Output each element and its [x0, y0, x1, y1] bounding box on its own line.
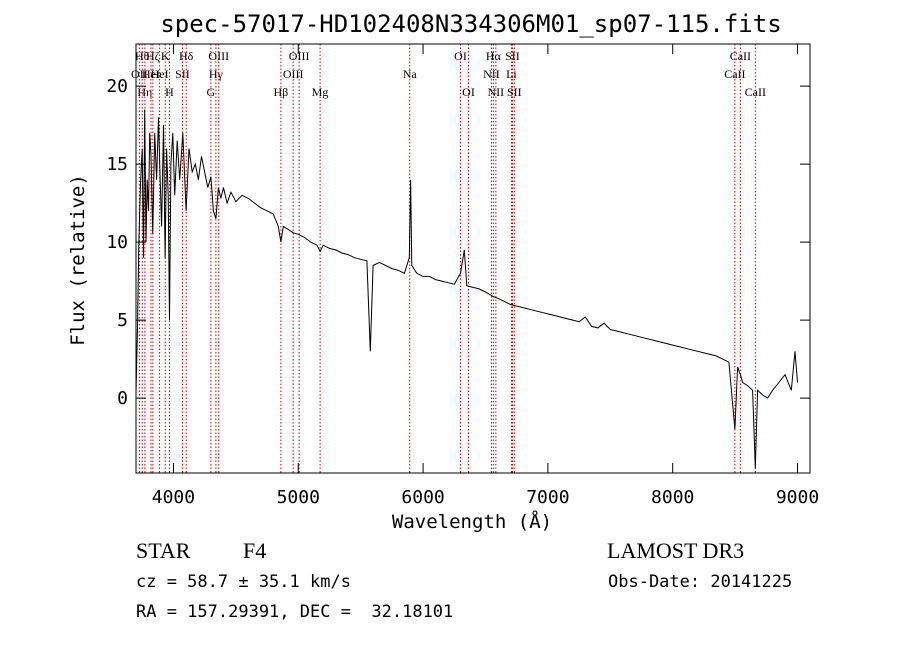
observation-date: Obs-Date: 20141225 [608, 572, 793, 592]
line-marker-label: OIII [289, 49, 310, 63]
line-marker-label: OI [462, 85, 475, 99]
plot-frame [135, 43, 811, 474]
x-tick-label: 8000 [651, 487, 694, 508]
y-tick-label: 15 [106, 154, 128, 175]
line-marker-label: G [207, 85, 216, 99]
y-tick-label: 0 [117, 388, 128, 409]
line-marker-label: SII [175, 67, 190, 81]
line-marker-label: HeI [142, 67, 160, 81]
x-tick-label: 7000 [526, 487, 569, 508]
line-marker-label: SII [507, 85, 522, 99]
line-marker-label: Hδ [179, 49, 194, 63]
line-marker-label: Hγ [209, 67, 224, 81]
line-marker-label: Li [506, 67, 517, 81]
line-marker-label: CaII [745, 85, 766, 99]
x-tick-label: 6000 [401, 487, 444, 508]
line-marker-label: CaII [724, 67, 745, 81]
line-marker-label: OII [131, 67, 148, 81]
y-tick-label: 10 [106, 232, 128, 253]
x-tick-label: 9000 [776, 487, 819, 508]
y-tick-label: 5 [117, 310, 128, 331]
line-marker-label: SII [505, 49, 520, 63]
line-marker-label: Hη [137, 85, 152, 99]
y-tick-label: 20 [106, 76, 128, 97]
line-marker-label: H [165, 85, 174, 99]
redshift-velocity: cz = 58.7 ± 35.1 km/s [136, 572, 351, 592]
line-markers: OIIHθHηHeIHζHeIKHSIIHδGHγOIIIHβOIIIOIIIM… [131, 44, 766, 473]
x-tick-label: 5000 [277, 487, 320, 508]
x-axis-label: Wavelength (Å) [392, 510, 552, 533]
line-marker-label: OI [454, 49, 467, 63]
spectrum-line [135, 109, 798, 469]
line-marker-label: OIII [283, 67, 304, 81]
sky-coordinates: RA = 157.29391, DEC = 32.18101 [136, 602, 454, 622]
survey-name: LAMOST DR3 [607, 538, 745, 563]
line-marker-label: HeI [151, 67, 169, 81]
y-axis-label: Flux (relative) [67, 174, 89, 346]
object-subclass: F4 [243, 538, 267, 563]
spectrum-series [135, 109, 798, 469]
line-marker-label: Hα [486, 49, 502, 63]
line-marker-label: NII [483, 67, 500, 81]
line-marker-label: Mg [312, 85, 329, 99]
line-marker-label: Hβ [274, 85, 289, 99]
line-marker-label: CaII [730, 49, 751, 63]
line-marker-label: K [161, 49, 170, 63]
line-marker-label: Hζ [146, 49, 160, 63]
line-marker-label: Na [403, 67, 418, 81]
chart-title: spec-57017-HD102408N334306M01_sp07-115.f… [160, 10, 781, 38]
line-marker-label: OIII [208, 49, 229, 63]
line-marker-label: NII [488, 85, 505, 99]
spectrum-plot: spec-57017-HD102408N334306M01_sp07-115.f… [67, 10, 819, 533]
line-marker-label: Hθ [135, 49, 150, 63]
axis-ticks: 4000 5000 6000 7000 8000 9000 0 5 10 15 20 [106, 44, 819, 508]
object-type: STAR [136, 538, 191, 563]
x-tick-label: 4000 [152, 487, 195, 508]
